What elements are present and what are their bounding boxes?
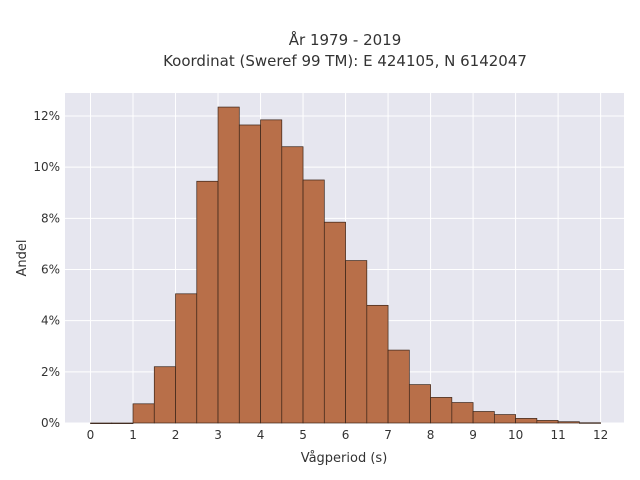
chart-title-line-1: År 1979 - 2019 [289,30,402,49]
y-tick-label: 4% [41,314,60,328]
x-axis-ticks: 0 1 2 3 4 5 6 7 8 9 10 11 12 [87,428,609,442]
histogram-bar [217,106,240,424]
histogram-bar [408,384,431,424]
y-tick-label: 10% [33,160,60,174]
histogram-bar [515,418,538,424]
x-tick-label: 9 [469,428,477,442]
y-tick-label: 2% [41,365,60,379]
histogram-bar [281,146,304,424]
histogram-bar [90,422,113,424]
x-tick-label: 2 [172,428,180,442]
y-axis-label: Andel [15,240,30,277]
histogram-bar [451,402,474,424]
x-tick-label: 5 [299,428,307,442]
histogram-bar [132,403,155,424]
x-tick-label: 8 [427,428,435,442]
histogram-bar [536,420,559,424]
histogram-bar [472,411,495,424]
x-tick-label: 3 [214,428,222,442]
x-tick-label: 11 [550,428,565,442]
x-tick-label: 7 [384,428,392,442]
histogram-bar [387,349,410,424]
histogram-bar [196,180,219,424]
chart-title-line-2: Koordinat (Sweref 99 TM): E 424105, N 61… [163,52,527,70]
y-tick-label: 12% [33,109,60,123]
histogram-bar [175,293,198,424]
x-tick-label: 4 [257,428,265,442]
histogram-bar [430,397,453,424]
histogram-bar [260,119,283,424]
x-tick-label: 1 [129,428,137,442]
histogram-bar [579,422,601,424]
histogram-bar [493,414,516,424]
histogram-bar [345,260,368,424]
y-tick-label: 8% [41,211,60,225]
x-tick-label: 0 [87,428,95,442]
histogram-bar [323,221,346,424]
y-tick-label: 6% [41,263,60,277]
histogram-bar [111,422,134,424]
histogram-bar [557,421,580,424]
bars [90,106,601,424]
y-tick-label: 0% [41,416,60,430]
x-tick-label: 10 [508,428,523,442]
x-tick-label: 12 [593,428,608,442]
histogram-bar [153,366,176,424]
x-axis-label: Vågperiod (s) [301,451,388,466]
histogram-bar [238,124,261,424]
histogram-bar [366,304,389,424]
x-tick-label: 6 [342,428,350,442]
y-axis-ticks: 0% 2% 4% 6% 8% 10% 12% [33,109,60,430]
histogram-bar [302,179,325,424]
